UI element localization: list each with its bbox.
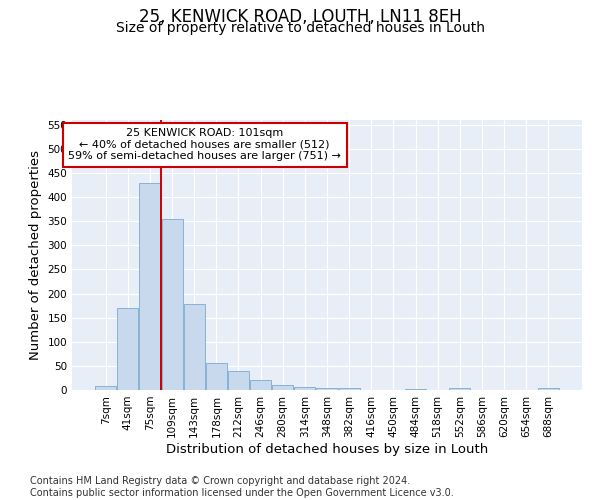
Bar <box>338 388 359 390</box>
Text: Size of property relative to detached houses in Louth: Size of property relative to detached ho… <box>115 21 485 35</box>
Bar <box>206 362 227 390</box>
Bar <box>449 388 470 390</box>
Text: 25, KENWICK ROAD, LOUTH, LN11 8EH: 25, KENWICK ROAD, LOUTH, LN11 8EH <box>139 8 461 26</box>
Bar <box>184 304 205 390</box>
Text: 25 KENWICK ROAD: 101sqm
← 40% of detached houses are smaller (512)
59% of semi-d: 25 KENWICK ROAD: 101sqm ← 40% of detache… <box>68 128 341 162</box>
Bar <box>228 370 249 390</box>
Bar <box>161 219 182 390</box>
Bar <box>316 388 338 390</box>
Bar <box>272 385 293 390</box>
Bar <box>250 380 271 390</box>
Bar <box>118 308 139 390</box>
Bar <box>295 387 316 390</box>
Y-axis label: Number of detached properties: Number of detached properties <box>29 150 42 360</box>
Bar <box>139 182 160 390</box>
Bar <box>95 386 116 390</box>
Bar <box>405 388 426 390</box>
Bar <box>538 388 559 390</box>
Text: Contains HM Land Registry data © Crown copyright and database right 2024.
Contai: Contains HM Land Registry data © Crown c… <box>30 476 454 498</box>
Text: Distribution of detached houses by size in Louth: Distribution of detached houses by size … <box>166 442 488 456</box>
